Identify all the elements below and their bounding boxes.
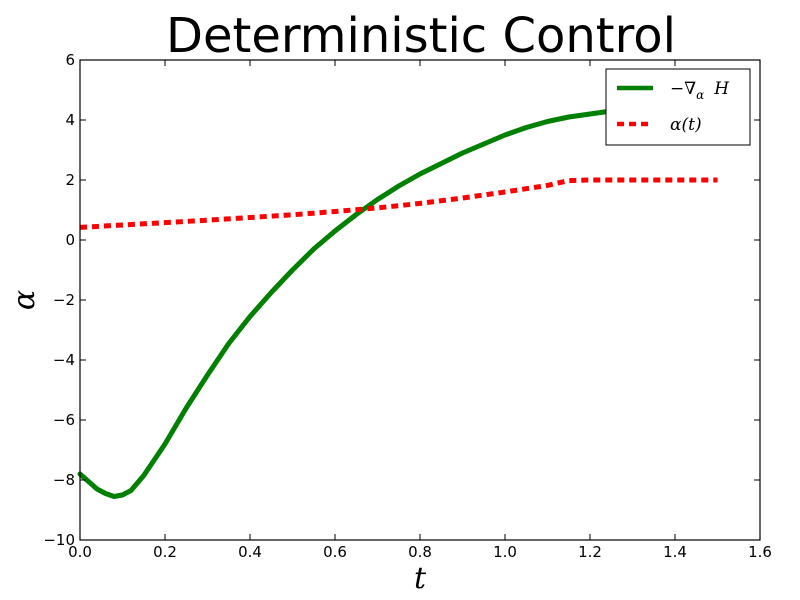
legend-label-gradient-subscript: α <box>696 88 704 102</box>
legend-label-gradient-suffix: H <box>713 79 730 99</box>
legend: −∇α H α(t) <box>605 68 751 146</box>
y-tick-label: −8 <box>53 471 75 489</box>
series-gradient-line <box>77 99 720 499</box>
y-tick-label: −4 <box>53 351 75 369</box>
y-tick-label: 2 <box>65 171 75 189</box>
x-tick-label: 1.4 <box>663 543 687 561</box>
y-tick-label: 4 <box>65 111 75 129</box>
x-axis-label: t <box>414 561 427 596</box>
x-tick-label: 0.4 <box>238 543 262 561</box>
y-tick-labels: −10 −8 −6 −4 −2 0 2 4 6 <box>43 51 75 549</box>
legend-box <box>605 68 751 146</box>
x-tick-label: 0.2 <box>153 543 177 561</box>
x-tick-label: 1.6 <box>748 543 772 561</box>
x-tick-label: 0.6 <box>323 543 347 561</box>
series-layer <box>77 99 720 499</box>
legend-label-gradient: −∇α H <box>670 79 730 102</box>
tick-marks <box>79 59 761 541</box>
legend-label-alpha: α(t) <box>670 115 702 135</box>
y-tick-label: −6 <box>53 411 75 429</box>
x-tick-label: 0.0 <box>68 543 92 561</box>
y-axis-label: α <box>7 290 42 310</box>
x-tick-label: 0.8 <box>408 543 432 561</box>
x-tick-label: 1.0 <box>493 543 517 561</box>
x-tick-label: 1.2 <box>578 543 602 561</box>
y-tick-label: 0 <box>65 231 75 249</box>
y-tick-label: 6 <box>65 51 75 69</box>
y-tick-label: −2 <box>53 291 75 309</box>
series-alpha-line <box>79 177 718 230</box>
chart-title: Deterministic Control <box>166 8 676 64</box>
legend-label-gradient-prefix: −∇ <box>670 79 696 99</box>
x-tick-labels: 0.0 0.2 0.4 0.6 0.8 1.0 1.2 1.4 1.6 <box>68 543 772 561</box>
plot-area <box>77 59 761 541</box>
y-tick-label: −10 <box>43 531 75 549</box>
